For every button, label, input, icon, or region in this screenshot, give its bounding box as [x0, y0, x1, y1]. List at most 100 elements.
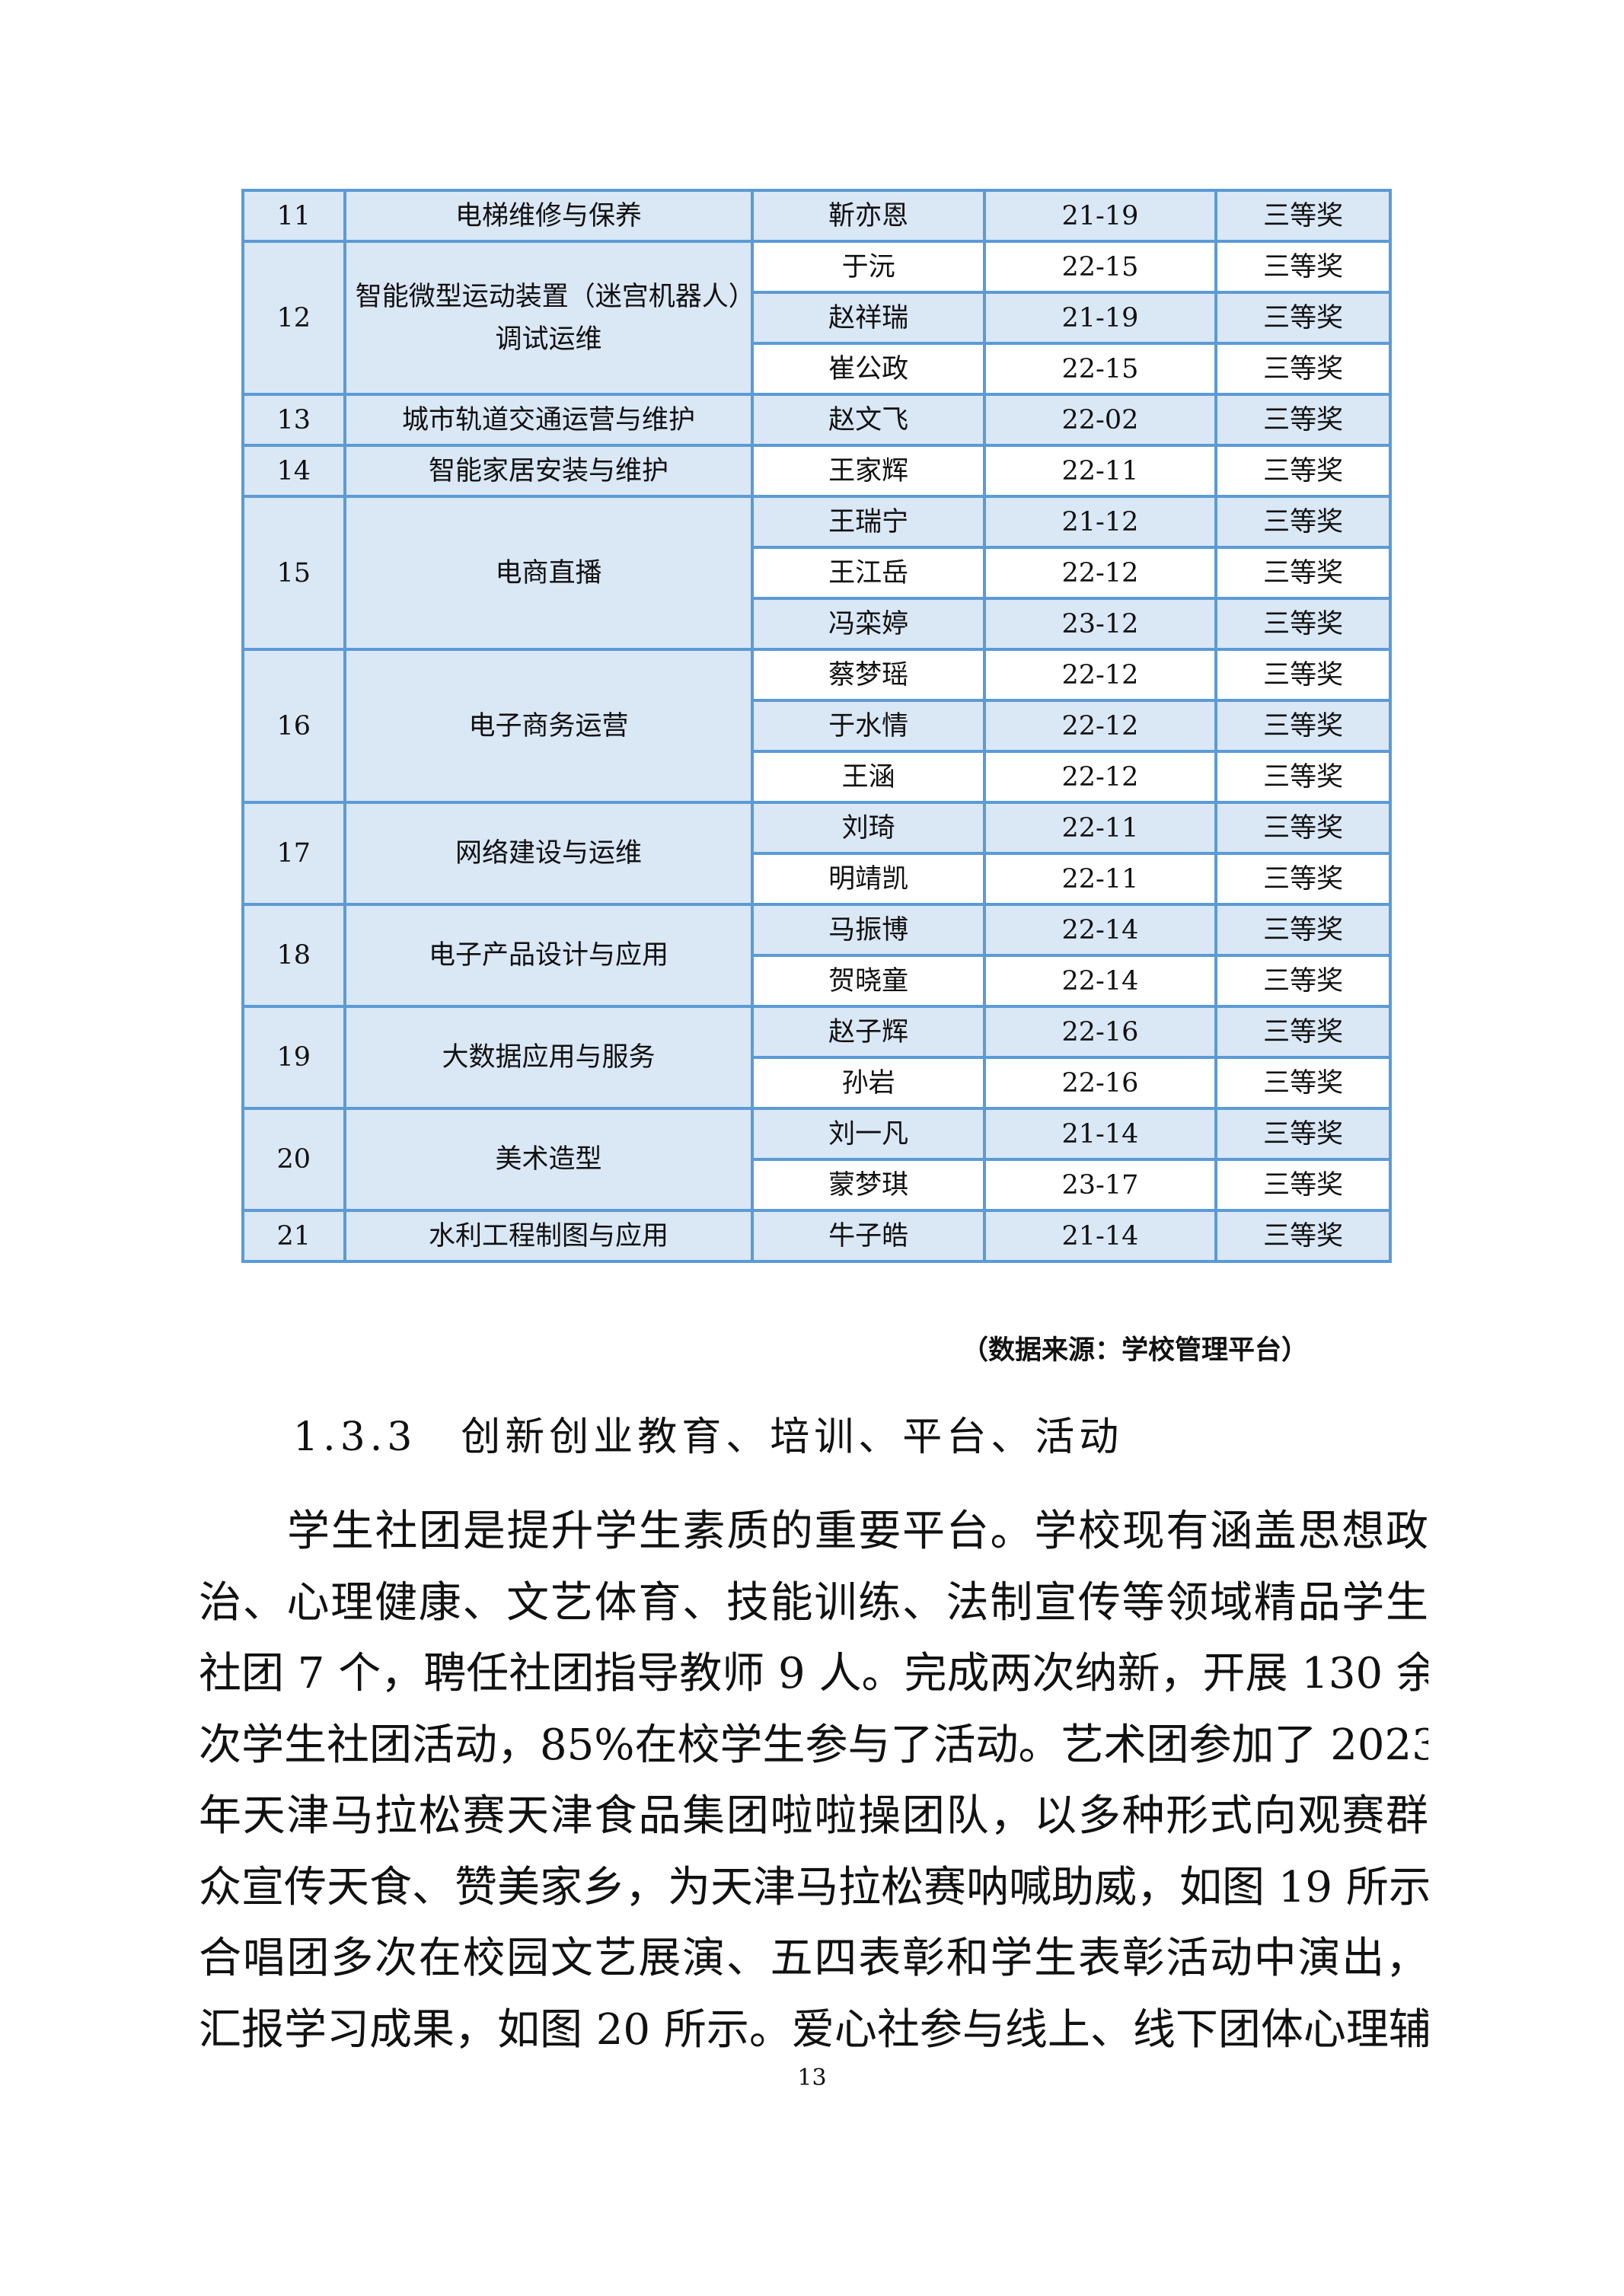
class: 22-12 [982, 750, 1218, 804]
student-name: 马振博 [751, 903, 986, 957]
student-name: 孙岩 [751, 1056, 986, 1110]
student-name: 王瑞宁 [751, 495, 986, 549]
row-number: 18 [241, 903, 346, 1008]
class: 22-14 [982, 903, 1218, 957]
source-note: （数据来源：学校管理平台） [961, 1335, 1308, 1366]
table-row: 于水情 22-12 三等奖 [243, 699, 1392, 753]
award: 三等奖 [1214, 291, 1392, 345]
award: 三等奖 [1214, 699, 1392, 753]
table-row: 17 网络建设与运维 刘琦 22-11 三等奖 [241, 801, 1392, 906]
competition-item: 智能家居安装与维护 [343, 444, 755, 498]
student-name: 赵文飞 [751, 393, 986, 447]
class: 21-19 [982, 291, 1218, 345]
award: 三等奖 [1214, 444, 1392, 498]
award: 三等奖 [1214, 648, 1392, 702]
table-row: 孙岩 22-16 三等奖 [243, 1056, 1392, 1110]
competition-item: 电梯维修与保养 [343, 189, 755, 243]
row-number: 20 [241, 1107, 346, 1212]
competition-item: 网络建设与运维 [343, 801, 755, 906]
award: 三等奖 [1214, 801, 1392, 855]
class: 23-12 [982, 597, 1218, 651]
student-name: 冯栾婷 [751, 597, 986, 651]
page-number: 13 [797, 2065, 827, 2091]
class: 22-12 [982, 546, 1218, 600]
table-row: 16 电子商务运营 蔡梦瑶 22-12 三等奖 [241, 648, 1392, 804]
table-row: 王江岳 22-12 三等奖 [243, 546, 1392, 600]
row-number: 19 [241, 1005, 346, 1110]
section-heading: 1.3.3 创新创业教育、培训、平台、活动 [293, 1414, 1124, 1460]
award: 三等奖 [1214, 1107, 1392, 1161]
class: 22-11 [982, 444, 1218, 498]
student-name: 赵祥瑞 [751, 291, 986, 345]
award: 三等奖 [1214, 342, 1392, 396]
award: 三等奖 [1214, 750, 1392, 804]
student-name: 赵子辉 [751, 1005, 986, 1059]
competition-item: 电商直播 [343, 495, 755, 651]
competition-item: 智能微型运动装置（迷宫机器人）调试运维 [343, 240, 755, 396]
student-name: 牛子皓 [751, 1209, 986, 1263]
row-number: 16 [241, 648, 346, 804]
student-name: 蔡梦瑶 [751, 648, 986, 702]
class: 21-12 [982, 495, 1218, 549]
student-name: 靳亦恩 [751, 189, 986, 243]
award: 三等奖 [1214, 1209, 1392, 1263]
class: 22-02 [982, 393, 1218, 447]
award: 三等奖 [1214, 240, 1392, 294]
award: 三等奖 [1214, 393, 1392, 447]
row-number: 21 [241, 1209, 346, 1263]
paragraph-line: 众宣传天食、赞美家乡，为天津马拉松赛呐喊助威，如图 19 所示。 [199, 1862, 1428, 1912]
table-row: 冯栾婷 23-12 三等奖 [243, 597, 1392, 651]
row-number: 12 [241, 240, 346, 396]
table-row: 19 大数据应用与服务 赵子辉 22-16 三等奖 [241, 1005, 1392, 1110]
row-number: 15 [241, 495, 346, 651]
student-name: 于沅 [751, 240, 986, 294]
row-number: 11 [241, 189, 346, 243]
competition-item: 美术造型 [343, 1107, 755, 1212]
paragraph-line: 治、心理健康、文艺体育、技能训练、法制宣传等领域精品学生 [199, 1577, 1428, 1628]
competition-item: 电子商务运营 [343, 648, 755, 804]
award: 三等奖 [1214, 597, 1392, 651]
class: 22-11 [982, 852, 1218, 906]
table-row: 贺晓童 22-14 三等奖 [243, 954, 1392, 1008]
student-name: 刘琦 [751, 801, 986, 855]
paragraph-line: 学生社团是提升学生素质的重要平台。学校现有涵盖思想政 [287, 1507, 1428, 1556]
student-name: 明靖凯 [751, 852, 986, 906]
table-row: 11 电梯维修与保养 靳亦恩 21-19 三等奖 [241, 189, 1392, 243]
class: 22-14 [982, 954, 1218, 1008]
table-row: 王涵 22-12 三等奖 [243, 750, 1392, 804]
awards-table: 11 电梯维修与保养 靳亦恩 21-19 三等奖 12 智能微型运动装置（迷宫机器人）调试运… [241, 189, 1392, 1263]
class: 22-12 [982, 699, 1218, 753]
award: 三等奖 [1214, 495, 1392, 549]
award: 三等奖 [1214, 1005, 1392, 1059]
student-name: 于水情 [751, 699, 986, 753]
student-name: 刘一凡 [751, 1107, 986, 1161]
award: 三等奖 [1214, 1158, 1392, 1212]
competition-item: 大数据应用与服务 [343, 1005, 755, 1110]
class: 22-15 [982, 240, 1218, 294]
table-row: 蒙梦琪 23-17 三等奖 [243, 1158, 1392, 1212]
class: 21-19 [982, 189, 1218, 243]
table-row: 明靖凯 22-11 三等奖 [243, 852, 1392, 906]
class: 22-16 [982, 1005, 1218, 1059]
class: 23-17 [982, 1158, 1218, 1212]
class: 22-11 [982, 801, 1218, 855]
table-row: 14 智能家居安装与维护 王家辉 22-11 三等奖 [241, 444, 1392, 498]
award: 三等奖 [1214, 903, 1392, 957]
table-row: 赵祥瑞 21-19 三等奖 [243, 291, 1392, 345]
competition-item: 电子产品设计与应用 [343, 903, 755, 1008]
table-row: 崔公政 22-15 三等奖 [243, 342, 1392, 396]
paragraph-line: 社团 7 个，聘任社团指导教师 9 人。完成两次纳新，开展 130 余 [199, 1649, 1428, 1698]
class: 22-12 [982, 648, 1218, 702]
competition-item: 城市轨道交通运营与维护 [343, 393, 755, 447]
student-name: 王江岳 [751, 546, 986, 600]
table-row: 12 智能微型运动装置（迷宫机器人）调试运维 于沅 22-15 三等奖 [241, 240, 1392, 396]
paragraph-line: 次学生社团活动，85%在校学生参与了活动。艺术团参加了 2023 [199, 1720, 1428, 1770]
class: 22-16 [982, 1056, 1218, 1110]
row-number: 17 [241, 801, 346, 906]
class: 21-14 [982, 1209, 1218, 1263]
student-name: 崔公政 [751, 342, 986, 396]
paragraph-line: 汇报学习成果，如图 20 所示。爱心社参与线上、线下团体心理辅 [199, 2004, 1428, 2055]
paragraph-line: 合唱团多次在校园文艺展演、五四表彰和学生表彰活动中演出， [199, 1934, 1428, 1983]
row-number: 14 [241, 444, 346, 498]
table-row: 21 水利工程制图与应用 牛子皓 21-14 三等奖 [241, 1209, 1392, 1263]
